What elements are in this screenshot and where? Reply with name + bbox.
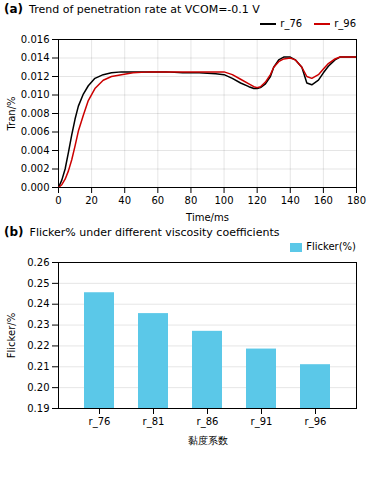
svg-text:Tran/%: Tran/% [6,96,17,131]
svg-text:0.19: 0.19 [27,403,49,414]
svg-text:20: 20 [85,195,98,206]
svg-text:黏度系数: 黏度系数 [188,435,228,446]
svg-text:r_96: r_96 [305,416,327,428]
svg-text:r_86: r_86 [197,416,219,428]
svg-text:0.008: 0.008 [21,108,50,119]
svg-text:0.23: 0.23 [27,319,49,330]
svg-text:0.010: 0.010 [21,89,50,100]
svg-text:0.016: 0.016 [21,34,50,45]
html-text:r_96: r_96 [334,18,356,29]
svg-text:r_81: r_81 [143,416,165,428]
svg-text:Flicker/%: Flicker/% [6,313,17,358]
svg-text:40: 40 [118,195,131,206]
html-text:(a): (a) [4,2,24,16]
svg-text:0.002: 0.002 [21,163,50,174]
svg-text:140: 140 [281,195,300,206]
svg-text:80: 80 [185,195,198,206]
svg-text:0.006: 0.006 [21,126,50,137]
svg-text:0.24: 0.24 [27,298,49,309]
html-text:(b): (b) [4,225,24,239]
svg-text:r_76: r_76 [89,416,111,428]
svg-text:0.22: 0.22 [27,340,49,351]
svg-text:0.004: 0.004 [21,145,50,156]
svg-text:0.012: 0.012 [21,71,50,82]
svg-text:0.25: 0.25 [27,278,49,289]
svg-text:120: 120 [248,195,267,206]
svg-text:100: 100 [215,195,234,206]
svg-text:60: 60 [151,195,164,206]
svg-text:0: 0 [55,195,61,206]
svg-text:180: 180 [347,195,366,206]
html-text:Flicker(%): Flicker(%) [306,241,356,252]
svg-text:0.26: 0.26 [27,257,49,268]
svg-text:r_91: r_91 [251,416,273,428]
html-text:Flicker% under different visco: Flicker% under different viscosity coeff… [29,226,280,239]
svg-text:0.000: 0.000 [21,182,50,193]
html-text:Trend of penetration rate at V: Trend of penetration rate at VCOM=-0.1 V [29,3,260,16]
html-text:r_76: r_76 [280,18,303,29]
svg-text:0.21: 0.21 [27,361,49,372]
svg-text:0.20: 0.20 [27,382,49,393]
svg-text:0.014: 0.014 [21,52,50,63]
svg-text:160: 160 [314,195,333,206]
svg-text:Time/ms: Time/ms [185,212,229,223]
